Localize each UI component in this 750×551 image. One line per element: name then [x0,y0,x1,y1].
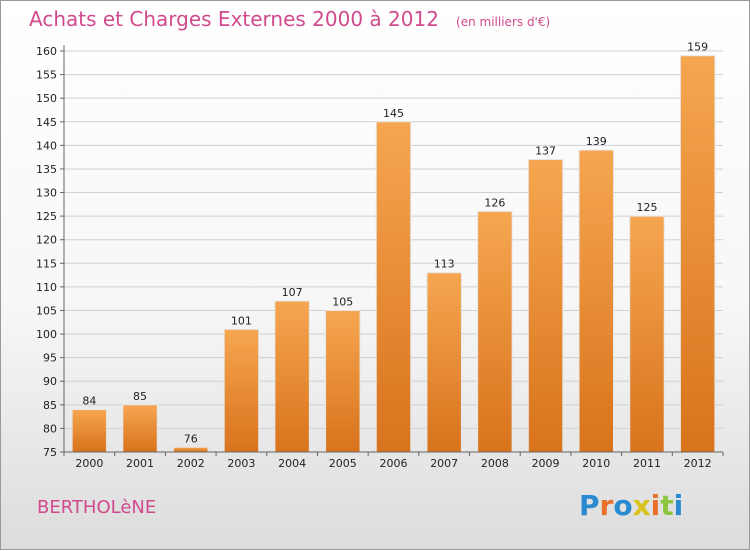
y-tick-label: 100 [36,328,57,341]
bar-value-label: 107 [282,286,303,299]
y-tick-label: 155 [36,69,57,82]
bar-value-label: 101 [231,314,252,327]
y-tick-label: 75 [43,446,57,459]
y-tick-label: 80 [43,422,57,435]
x-tick-label: 2008 [481,457,509,470]
chart-title: Achats et Charges Externes 2000 à 2012 [29,7,439,31]
place-name: BERTHOLèNE [37,497,157,518]
y-tick-label: 110 [36,281,57,294]
axis-layer: 75 80 85 90 95 100 105 110 115 120 125 130 135 140 145… [36,45,724,470]
x-tick-label: 2002 [177,457,205,470]
y-tick-label: 145 [36,116,57,129]
y-tick-label: 115 [36,257,57,270]
bar-2004 [274,300,310,453]
bar-2009 [527,159,564,453]
y-tick-label: 95 [43,352,57,365]
bar-2012 [679,55,716,453]
x-tick-label: 2007 [430,457,458,470]
x-tick-label: 2003 [227,457,255,470]
bar-2007 [426,272,462,453]
x-tick-label: 2005 [329,457,357,470]
bar-value-label: 113 [434,258,455,271]
x-tick-label: 2006 [380,457,408,470]
bar-2006 [375,121,412,453]
y-tick-label: 160 [36,45,57,58]
bar-2000 [71,409,108,453]
bar-value-label: 139 [586,135,607,148]
y-tick-label: 85 [43,399,57,412]
y-tick-label: 135 [36,163,57,176]
x-tick-label: 2009 [532,457,560,470]
bars-layer: 84 85 76 101 107 105 145 113 126 137 139 125 159 [71,41,716,453]
bar-2003 [223,328,260,453]
x-tick-label: 2000 [75,457,103,470]
y-tick-label: 125 [36,210,57,223]
chart-unit: (en milliers d'€) [456,15,551,29]
y-tick-label: 140 [36,139,57,152]
y-tick-label: 90 [43,375,57,388]
bar-2002 [172,446,209,453]
title-row: Achats et Charges Externes 2000 à 2012 (… [29,7,550,31]
bar-value-label: 125 [636,201,657,214]
bar-value-label: 126 [484,196,505,209]
y-tick-label: 150 [36,92,57,105]
x-tick-label: 2011 [633,457,661,470]
y-tick-label: 105 [36,304,57,317]
bar-value-label: 137 [535,145,556,158]
bar-value-label: 84 [82,395,96,408]
x-tick-label: 2010 [582,457,610,470]
bar-value-label: 85 [133,390,147,403]
bar-value-label: 105 [332,295,353,308]
bar-2011 [629,215,665,453]
x-tick-label: 2004 [278,457,306,470]
x-tick-label: 2001 [126,457,154,470]
x-tick-label: 2012 [684,457,712,470]
bar-2008 [477,210,513,453]
bar-value-label: 76 [184,432,198,445]
brand-logo: Proxiti [579,489,684,522]
bar-value-label: 159 [687,41,708,54]
y-tick-label: 120 [36,234,57,247]
bar-2005 [325,309,361,453]
y-tick-label: 130 [36,187,57,200]
bar-value-label: 145 [383,107,404,120]
bar-2010 [578,149,615,453]
bar-2001 [122,404,158,453]
